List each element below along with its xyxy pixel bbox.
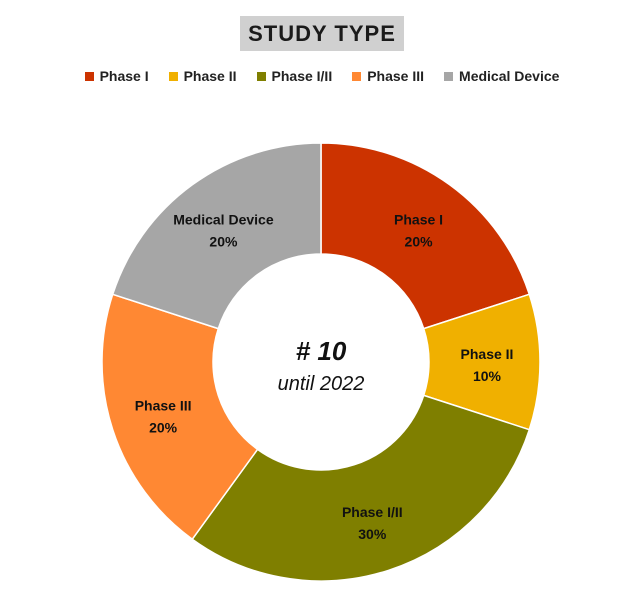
labels-group: Phase I 20% Phase II 10% Phase I/II 30% Phase …: [135, 212, 514, 542]
slices-group: [101, 142, 541, 582]
slice-percent-label: 20%: [149, 419, 178, 435]
slice-category-label: Medical Device: [173, 212, 274, 228]
legend-item: Phase I/II: [256, 68, 333, 84]
legend-label: Medical Device: [459, 68, 560, 84]
slice-percent-label: 20%: [209, 234, 238, 250]
chart-title: STUDY TYPE: [240, 16, 404, 51]
legend-label: Phase III: [367, 68, 425, 84]
legend-swatch: [444, 71, 454, 81]
legend-swatch: [168, 71, 178, 81]
slice-percent-label: 30%: [358, 526, 387, 542]
legend-item: Medical Device: [444, 68, 559, 84]
legend-item: Phase II: [168, 68, 237, 84]
center-count: # 10: [296, 336, 347, 366]
donut-slice: [101, 293, 259, 541]
legend-item: Phase III: [352, 68, 424, 84]
donut-slice: [191, 394, 531, 582]
slice-percent-label: 20%: [405, 234, 434, 250]
slice-category-label: Phase I/II: [342, 504, 403, 520]
legend-swatch: [256, 71, 266, 81]
center-subtitle: until 2022: [278, 373, 365, 395]
legend-label: Phase I/II: [271, 68, 333, 84]
chart-legend: Phase I Phase II Phase I/II Phase III Medica…: [0, 68, 644, 84]
legend-item: Phase I: [84, 68, 149, 84]
slice-percent-label: 10%: [473, 368, 502, 384]
legend-label: Phase I: [99, 68, 149, 84]
slice-category-label: Phase I: [394, 212, 443, 228]
donut-slice: [111, 142, 322, 330]
slice-category-label: Phase II: [461, 346, 514, 362]
legend-swatch: [352, 71, 362, 81]
legend-label: Phase II: [183, 68, 237, 84]
chart-title-wrap: STUDY TYPE: [0, 16, 644, 51]
legend-swatch: [84, 71, 94, 81]
slice-category-label: Phase III: [135, 397, 192, 413]
donut-slice: [320, 142, 531, 330]
